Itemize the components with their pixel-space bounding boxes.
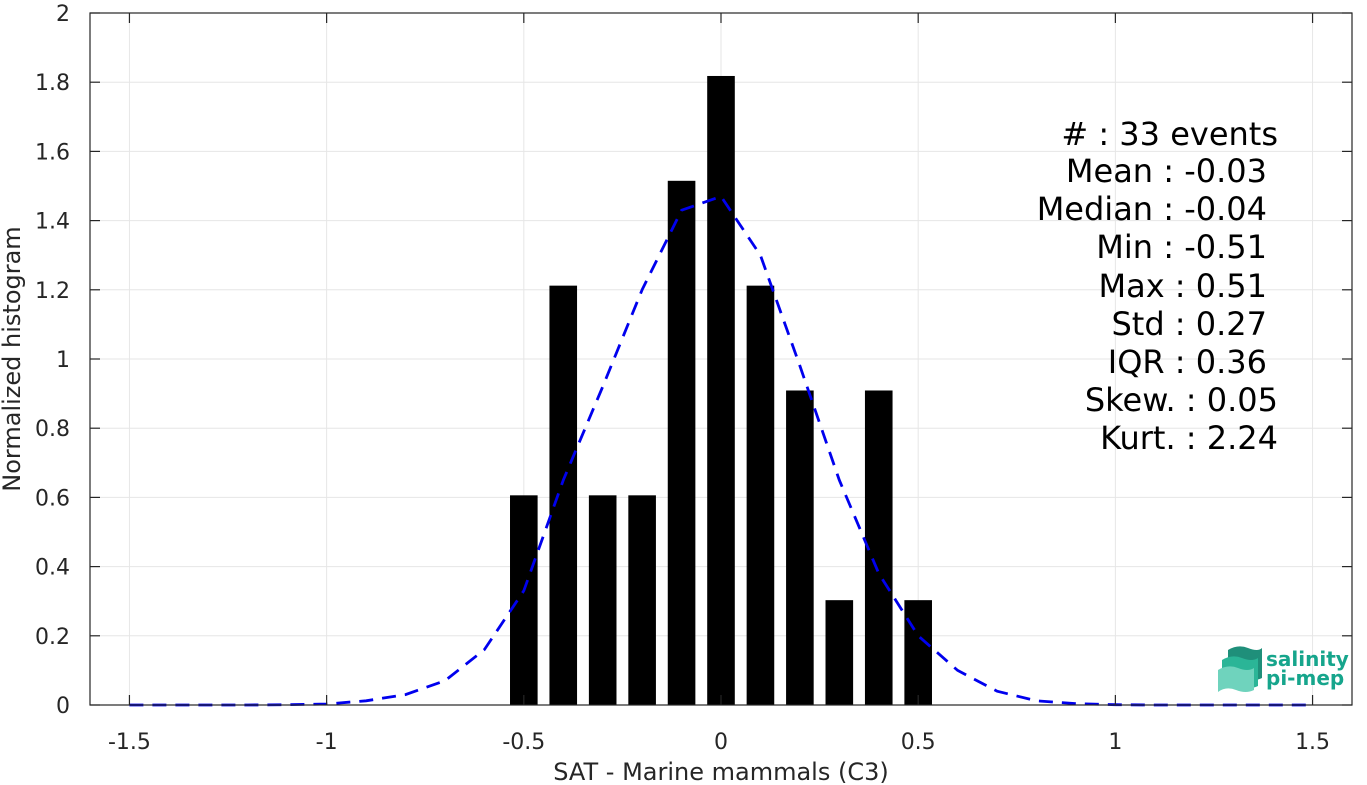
histogram-bar (667, 180, 696, 705)
y-tick-label: 0.6 (35, 486, 70, 511)
y-tick-label: 0.4 (35, 556, 70, 581)
stat-mean: Mean : -0.03 (1066, 152, 1267, 190)
x-tick-label: 0.5 (901, 730, 936, 755)
statistics-text-block: # : 33 events Mean : -0.03 Median : -0.0… (1037, 115, 1278, 457)
histogram-bar (628, 495, 656, 705)
x-tick-label: -0.5 (502, 730, 545, 755)
stat-skew: Skew. : 0.05 (1085, 381, 1278, 419)
y-tick-label: 1.8 (35, 71, 70, 96)
salinity-pi-mep-logo: salinity pi-mep (1218, 646, 1349, 692)
histogram-bar (707, 75, 735, 706)
logo-line-2: pi-mep (1266, 666, 1344, 690)
stat-min: Min : -0.51 (1096, 228, 1267, 266)
x-tick-label: 1 (1108, 730, 1122, 755)
x-tick-label: 0 (714, 730, 728, 755)
y-tick-label: 0 (56, 694, 70, 719)
histogram-bar (588, 495, 617, 705)
x-tick-label: 1.5 (1295, 730, 1330, 755)
stat-iqr: IQR : 0.36 (1108, 343, 1267, 381)
y-tick-label: 0.8 (35, 417, 70, 442)
x-tick-label: -1 (316, 730, 338, 755)
y-tick-label: 0.2 (35, 625, 70, 650)
y-tick-label: 1.6 (35, 140, 70, 165)
stat-events: # : 33 events (1061, 115, 1278, 153)
stat-max: Max : 0.51 (1098, 267, 1267, 305)
y-tick-labels: 0 0.2 0.4 0.6 0.8 1 1.2 1.4 1.6 1.8 2 (35, 2, 70, 719)
x-tick-label: -1.5 (108, 730, 151, 755)
y-tick-label: 2 (56, 2, 70, 27)
histogram-bar (746, 285, 775, 705)
y-tick-label: 1.2 (35, 279, 70, 304)
y-axis-label: Normalized histogram (0, 226, 26, 491)
y-tick-label: 1 (56, 348, 70, 373)
histogram-bar (549, 285, 578, 705)
wave-logo-icon (1218, 646, 1262, 692)
stat-kurt: Kurt. : 2.24 (1100, 419, 1278, 457)
histogram-bars (510, 75, 932, 706)
x-axis-label: SAT - Marine mammals (C3) (553, 758, 888, 785)
histogram-bar (786, 390, 814, 705)
histogram-bar (864, 390, 893, 705)
histogram-bar (510, 495, 538, 705)
stat-std: Std : 0.27 (1111, 305, 1267, 343)
y-tick-label: 1.4 (35, 210, 70, 235)
histogram-bar (825, 600, 854, 705)
histogram-bar (904, 600, 932, 705)
axis-ticks (90, 12, 1352, 706)
x-tick-labels: -1.5 -1 -0.5 0 0.5 1 1.5 (108, 730, 1330, 755)
stat-median: Median : -0.04 (1037, 190, 1267, 228)
logo-line-1: salinity (1266, 647, 1349, 671)
